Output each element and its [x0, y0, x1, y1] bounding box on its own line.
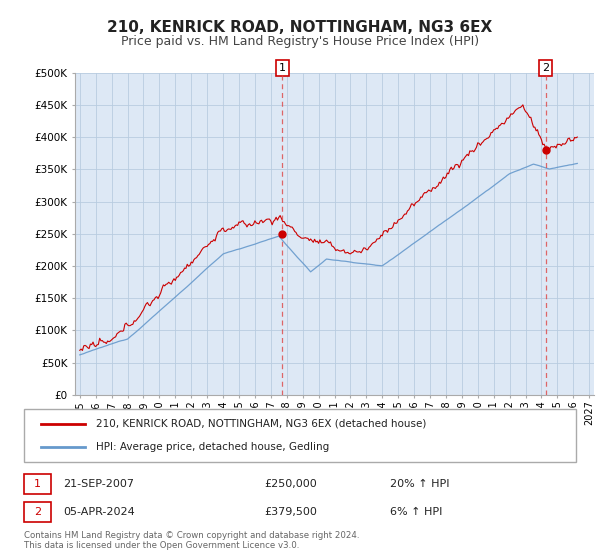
Text: 2: 2 — [542, 63, 549, 73]
Text: 1: 1 — [279, 63, 286, 73]
Text: 2: 2 — [34, 507, 41, 517]
Text: 21-SEP-2007: 21-SEP-2007 — [63, 479, 134, 489]
Text: 20% ↑ HPI: 20% ↑ HPI — [390, 479, 449, 489]
Text: £379,500: £379,500 — [264, 507, 317, 517]
Text: 210, KENRICK ROAD, NOTTINGHAM, NG3 6EX (detached house): 210, KENRICK ROAD, NOTTINGHAM, NG3 6EX (… — [96, 419, 426, 429]
Text: HPI: Average price, detached house, Gedling: HPI: Average price, detached house, Gedl… — [96, 442, 329, 452]
Text: Contains HM Land Registry data © Crown copyright and database right 2024.
This d: Contains HM Land Registry data © Crown c… — [24, 530, 359, 550]
Text: 210, KENRICK ROAD, NOTTINGHAM, NG3 6EX: 210, KENRICK ROAD, NOTTINGHAM, NG3 6EX — [107, 20, 493, 35]
Text: £250,000: £250,000 — [264, 479, 317, 489]
Text: 6% ↑ HPI: 6% ↑ HPI — [390, 507, 442, 517]
FancyBboxPatch shape — [24, 409, 576, 462]
Text: 05-APR-2024: 05-APR-2024 — [63, 507, 135, 517]
Text: Price paid vs. HM Land Registry's House Price Index (HPI): Price paid vs. HM Land Registry's House … — [121, 35, 479, 48]
Text: 1: 1 — [34, 479, 41, 489]
